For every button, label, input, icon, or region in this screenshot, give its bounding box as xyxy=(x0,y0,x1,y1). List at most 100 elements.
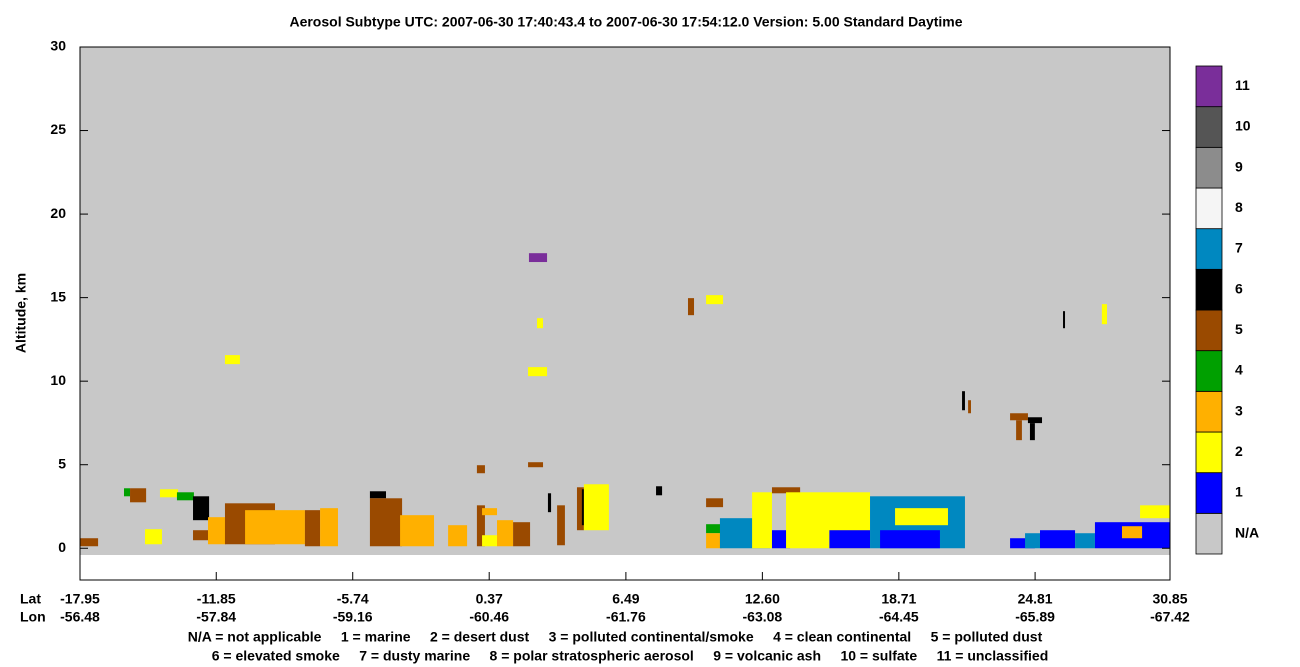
y-axis-label: Altitude, km xyxy=(13,273,29,353)
patches xyxy=(80,253,1170,549)
x-tick-lon-label: -63.08 xyxy=(743,609,783,625)
x-tick-lon-label: -59.16 xyxy=(333,609,373,625)
x-tick-label: -17.95 xyxy=(60,591,100,607)
aerosol-patch xyxy=(829,530,871,549)
lon-row-label: Lon xyxy=(20,609,46,625)
aerosol-patch xyxy=(400,515,435,547)
y-tick-label: 30 xyxy=(50,38,66,54)
colorbar-label: 2 xyxy=(1235,443,1243,459)
aerosol-patch xyxy=(706,498,724,508)
aerosol-patch xyxy=(1010,413,1028,421)
colorbar-label: 8 xyxy=(1235,199,1243,215)
aerosol-patch xyxy=(224,355,240,365)
aerosol-patch xyxy=(476,465,485,474)
aerosol-patch xyxy=(895,508,948,526)
aerosol-patch xyxy=(245,510,305,545)
colorbar-swatch xyxy=(1195,146,1223,189)
aerosol-patch xyxy=(193,530,210,541)
x-tick-label: 30.85 xyxy=(1152,591,1187,607)
aerosol-patch xyxy=(528,253,548,263)
aerosol-patch xyxy=(369,491,387,499)
aerosol-patch xyxy=(706,533,722,549)
aerosol-patch xyxy=(1010,538,1035,549)
y-tick-label: 0 xyxy=(58,539,66,555)
aerosol-patch xyxy=(193,496,210,521)
aerosol-patch xyxy=(771,487,801,494)
legend-line: 6 = elevated smoke 7 = dusty marine 8 = … xyxy=(212,648,1049,664)
aerosol-patch xyxy=(1040,530,1076,549)
colorbar-label: 1 xyxy=(1235,484,1243,500)
x-tick-lon-label: -60.46 xyxy=(469,609,509,625)
colorbar-swatch xyxy=(1195,512,1223,555)
aerosol-patch xyxy=(962,391,965,411)
y-tick-label: 5 xyxy=(58,455,66,471)
aerosol-patch xyxy=(687,298,695,316)
aerosol-patch xyxy=(124,488,131,497)
x-tick-lon-label: -64.45 xyxy=(879,609,919,625)
aerosol-patch xyxy=(448,525,468,547)
aerosol-patch xyxy=(304,510,321,547)
colorbar-label: 10 xyxy=(1235,118,1251,134)
y-tick-label: 20 xyxy=(50,205,66,221)
legend-line: N/A = not applicable 1 = marine 2 = dese… xyxy=(188,629,1043,645)
aerosol-patch xyxy=(656,486,663,496)
x-tick-label: 18.71 xyxy=(881,591,916,607)
aerosol-patch xyxy=(583,484,609,531)
x-tick-label: 24.81 xyxy=(1018,591,1053,607)
colorbar-label: 7 xyxy=(1235,240,1243,256)
aerosol-patch xyxy=(144,529,162,545)
aerosol-patch xyxy=(752,492,772,549)
colorbar-label: 11 xyxy=(1235,77,1250,93)
colorbar-label: 6 xyxy=(1235,280,1243,296)
aerosol-patch xyxy=(476,505,485,547)
aerosol-patch xyxy=(880,530,940,549)
x-tick-lon-label: -61.76 xyxy=(606,609,646,625)
aerosol-patch xyxy=(1075,533,1095,549)
aerosol-patch xyxy=(482,535,498,547)
aerosol-patch xyxy=(130,488,147,503)
aerosol-patch xyxy=(1029,423,1035,441)
aerosol-patch xyxy=(536,318,544,329)
aerosol-patch xyxy=(706,524,722,534)
colorbar-swatch xyxy=(1195,65,1223,108)
aerosol-patch xyxy=(968,400,971,414)
plot-background xyxy=(80,47,1170,555)
colorbar-swatch xyxy=(1195,228,1223,270)
x-tick-lon-label: -65.89 xyxy=(1015,609,1055,625)
colorbar-swatch xyxy=(1195,350,1223,392)
aerosol-patch xyxy=(369,498,403,547)
colorbar-label: 3 xyxy=(1235,402,1243,418)
aerosol-patch xyxy=(528,367,548,377)
x-tick-label: -5.74 xyxy=(337,591,369,607)
aerosol-patch xyxy=(706,295,724,305)
x-tick-label: 0.37 xyxy=(476,591,503,607)
aerosol-patch xyxy=(576,487,584,531)
x-tick-lon-label: -67.42 xyxy=(1150,609,1190,625)
aerosol-patch xyxy=(1140,505,1170,519)
x-tick-label: -11.85 xyxy=(197,591,236,607)
aerosol-patch xyxy=(513,522,531,547)
aerosol-patch xyxy=(320,508,338,547)
colorbar-swatch xyxy=(1195,309,1223,352)
colorbar-swatch xyxy=(1195,106,1223,148)
chart-title: Aerosol Subtype UTC: 2007-06-30 17:40:43… xyxy=(289,14,962,30)
x-tick-lon-label: -57.84 xyxy=(196,609,236,625)
aerosol-patch xyxy=(547,493,552,513)
x-tick-label: 12.60 xyxy=(745,591,780,607)
colorbar-label: 9 xyxy=(1235,158,1243,174)
aerosol-patch xyxy=(1016,420,1022,441)
x-tick-lon-label: -56.48 xyxy=(60,609,100,625)
colorbar-swatch xyxy=(1195,431,1223,474)
plot-frame xyxy=(79,46,1171,581)
colorbar-label: 5 xyxy=(1235,321,1243,337)
aerosol-patch xyxy=(1063,311,1066,329)
aerosol-patch xyxy=(497,520,514,547)
aerosol-patch xyxy=(1025,533,1041,549)
colorbar-swatch xyxy=(1195,472,1223,514)
aerosol-patch xyxy=(207,517,227,545)
colorbar-label: N/A xyxy=(1235,524,1259,540)
colorbar-swatch xyxy=(1195,187,1223,230)
aerosol-patch xyxy=(1101,304,1108,325)
colorbar-swatch xyxy=(1195,268,1223,311)
colorbar-swatch xyxy=(1195,390,1223,433)
